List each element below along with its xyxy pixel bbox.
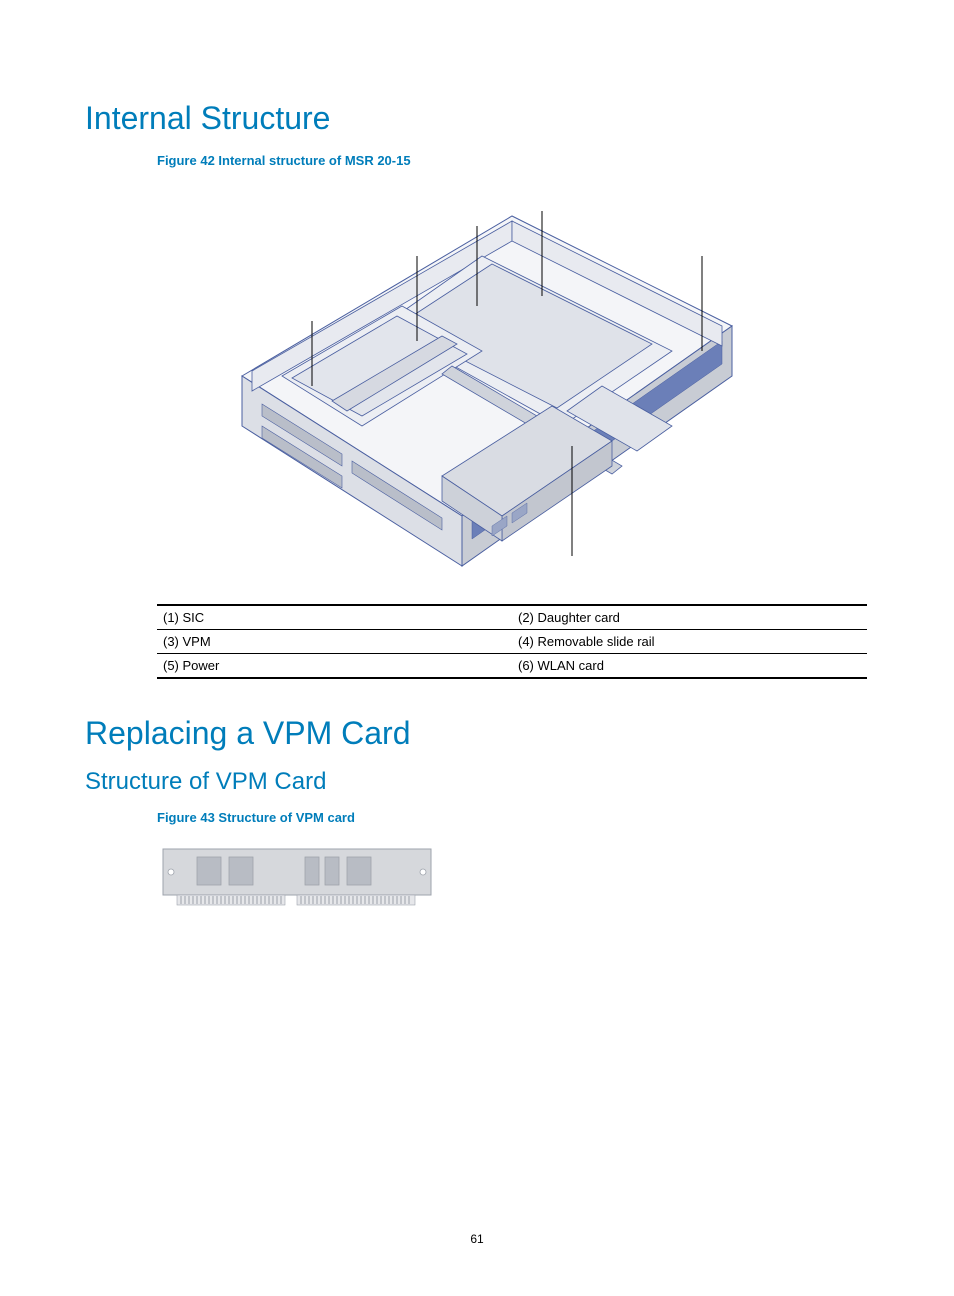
figure-43-diagram bbox=[157, 843, 437, 918]
table-row: (5) Power (6) WLAN card bbox=[157, 654, 867, 679]
section-heading-internal-structure: Internal Structure bbox=[85, 100, 869, 137]
figure-43-caption: Figure 43 Structure of VPM card bbox=[157, 810, 869, 825]
table-cell: (1) SIC bbox=[157, 605, 512, 630]
figure-42-caption: Figure 42 Internal structure of MSR 20-1… bbox=[157, 153, 869, 168]
table-cell: (6) WLAN card bbox=[512, 654, 867, 679]
table-cell: (4) Removable slide rail bbox=[512, 630, 867, 654]
table-row: (3) VPM (4) Removable slide rail bbox=[157, 630, 867, 654]
figure-42-parts-table: (1) SIC (2) Daughter card (3) VPM (4) Re… bbox=[157, 604, 867, 679]
section-heading-replacing-vpm: Replacing a VPM Card bbox=[85, 715, 869, 752]
figure-42-diagram bbox=[182, 186, 772, 586]
table-cell: (5) Power bbox=[157, 654, 512, 679]
table-row: (1) SIC (2) Daughter card bbox=[157, 605, 867, 630]
page-number: 61 bbox=[0, 1232, 954, 1246]
document-page: Internal Structure Figure 42 Internal st… bbox=[0, 0, 954, 1296]
subsection-heading-structure-vpm: Structure of VPM Card bbox=[85, 768, 869, 796]
vpm-card-illustration bbox=[157, 843, 437, 913]
table-cell: (2) Daughter card bbox=[512, 605, 867, 630]
msr-20-15-isometric-illustration bbox=[182, 186, 772, 586]
table-cell: (3) VPM bbox=[157, 630, 512, 654]
